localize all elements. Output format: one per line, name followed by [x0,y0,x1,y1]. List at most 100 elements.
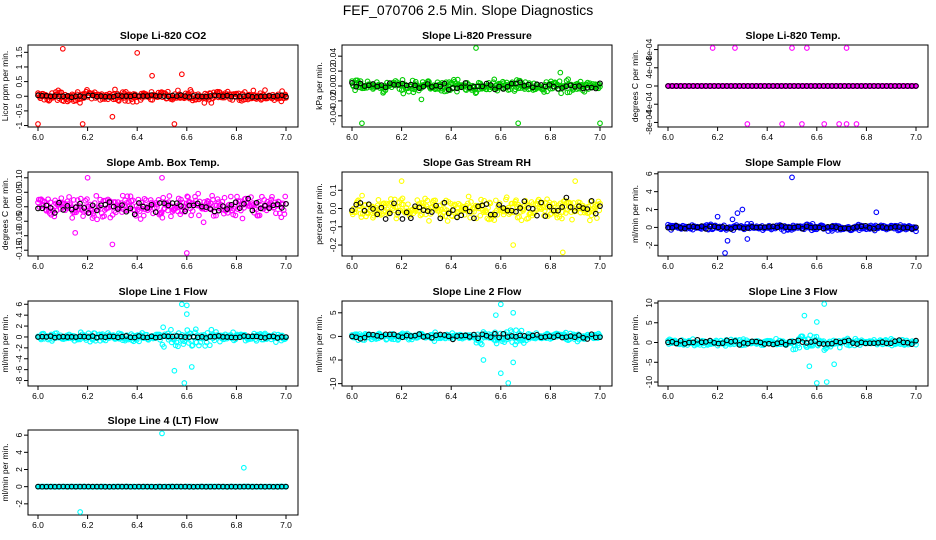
data-point [365,210,372,217]
reference-point [416,204,423,211]
x-tick-label: 6.8 [860,261,872,271]
data-point [383,200,390,207]
reference-point [349,207,355,214]
reference-point [529,84,536,91]
reference-point [182,208,188,214]
reference-point [262,202,268,209]
y-tick-label: 2 [644,207,654,212]
y-tick-label: -0.02 [328,91,338,111]
data-point [58,195,65,202]
reference-point [492,86,498,93]
outlier-point [159,174,165,181]
outlier-point [779,121,785,127]
data-point [585,203,592,210]
reference-point [479,83,486,90]
x-tick-label: 6.8 [230,261,242,271]
reference-point [56,199,62,206]
x-tick-label: 6.4 [445,132,457,142]
y-axis-label: degrees C per min. [630,50,640,122]
data-point [485,216,492,223]
reference-point [236,205,243,212]
outlier-point [801,312,808,319]
data-point [234,193,240,200]
y-tick-label: 6 [644,171,654,176]
x-tick-label: 6.0 [32,132,44,142]
reference-point [165,202,172,209]
data-point [487,200,494,207]
y-tick-label: 0 [644,225,654,230]
reference-point [588,197,595,204]
data-point [214,196,221,202]
x-tick-label: 6.8 [544,132,556,142]
reference-point [173,200,180,207]
y-tick-label: -1 [14,121,24,129]
reference-point [89,202,96,209]
data-point [184,193,191,200]
x-tick-label: 7.0 [910,132,922,142]
x-tick-label: 6.0 [662,391,674,401]
data-point [160,324,167,331]
data-point [425,78,432,84]
outlier-point [79,121,86,127]
data-point [541,207,548,214]
reference-point [161,200,167,207]
x-tick-label: 6.4 [761,391,773,401]
x-tick-label: 6.4 [761,261,773,271]
reference-point [386,210,393,217]
y-axis-label: ml/min per min. [630,185,640,243]
x-tick-label: 6.0 [346,391,358,401]
outlier-point [836,121,842,127]
x-tick-label: 6.6 [181,261,193,271]
data-point [129,98,136,105]
x-tick-label: 6.2 [82,520,94,530]
y-tick-label: -0.1 [328,219,338,234]
y-tick-label: -0.5 [14,103,24,118]
reference-point [72,204,79,211]
reference-point [278,205,285,211]
reference-point [228,201,235,208]
x-tick-label: 7.0 [280,261,292,271]
reference-point [207,206,214,212]
y-tick-label: 0 [14,484,24,489]
reference-point [136,200,142,206]
reference-point [420,83,427,90]
x-tick-label: 6.4 [445,261,457,271]
data-point [160,194,167,201]
reference-point [563,194,570,201]
data-point [478,196,484,203]
x-tick-label: 6.0 [662,261,674,271]
outlier-point [183,250,190,256]
x-tick-label: 7.0 [594,391,606,401]
y-tick-label: -8 [14,377,24,385]
reference-point [245,195,252,202]
data-point [189,208,196,214]
reference-point [241,200,247,207]
y-tick-label: 4 [14,313,24,318]
reference-point [106,199,113,205]
x-tick-label: 6.8 [230,391,242,401]
x-tick-label: 6.4 [445,391,457,401]
data-point [352,87,358,94]
panel-8: Slope Line 2 Flow 6.0 6.2 6.4 6.6 6.8 7.0 -10 -5… [314,286,613,401]
data-point [399,195,406,202]
reference-point [592,85,599,92]
reference-point [123,208,130,215]
reference-point [559,204,566,210]
reference-point [283,201,289,207]
panel-title: Slope Line 3 Flow [749,286,839,298]
reference-point [391,200,397,207]
x-tick-label: 6.4 [761,132,773,142]
reference-point [500,86,507,92]
reference-point [115,206,121,212]
data-point [405,201,411,208]
data-point [587,217,593,224]
reference-point [119,202,125,208]
reference-point [68,206,75,213]
data-point [192,193,198,200]
data-point [357,78,364,84]
reference-point [437,83,444,90]
x-tick-label: 6.4 [131,132,143,142]
outlier-point [789,45,795,51]
reference-point [454,214,460,221]
